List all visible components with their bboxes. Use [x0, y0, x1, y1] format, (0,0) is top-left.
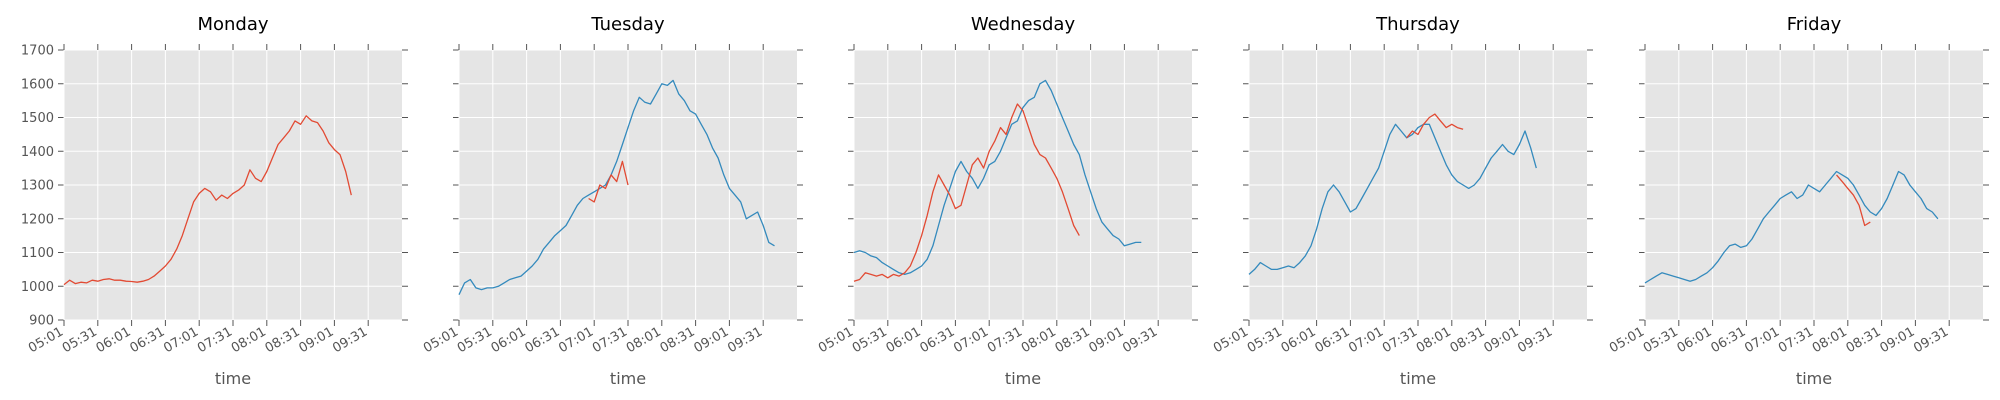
- x-tick-label: 06:01: [884, 324, 924, 356]
- panel-title: Wednesday: [971, 14, 1076, 35]
- series-line-blue: [458, 79, 775, 295]
- x-tick-label: 08:01: [1810, 324, 1850, 356]
- x-tick-label: 07:01: [951, 324, 991, 356]
- panel-monday: 900 1000 1100 1200 1300 1400 1500 1600 1700 05:01…: [21, 14, 408, 388]
- x-axis-label: time: [1005, 369, 1041, 388]
- x-tick-label: 08:31: [1844, 324, 1884, 356]
- x-tick-label: 07:31: [1776, 324, 1816, 356]
- x-tick-label: 09:01: [1086, 324, 1126, 356]
- y-tick-label: 900: [29, 314, 54, 329]
- x-tick-label: 08:31: [1053, 324, 1093, 356]
- y-tick-label: 1600: [21, 77, 54, 92]
- series-line-red: [588, 160, 629, 203]
- x-tick-label: 08:01: [624, 324, 664, 356]
- y-tick-label: 1100: [21, 246, 54, 261]
- panel-friday: 05:0105:3106:0106:3107:0107:3108:0108:31…: [1607, 14, 1989, 388]
- x-tick-label: 05:31: [455, 324, 495, 356]
- y-tick-label: 1300: [21, 179, 54, 194]
- x-tick-label: 05:01: [1211, 324, 1251, 356]
- x-tick-label: 07:31: [985, 324, 1025, 356]
- x-tick-label: 08:01: [229, 324, 269, 356]
- x-tick-label: 06:01: [94, 324, 134, 356]
- panel-thursday: 05:0105:3106:0106:3107:0107:3108:0108:31…: [1211, 14, 1593, 388]
- x-tick-label: 06:31: [1312, 324, 1352, 356]
- series-line-blue: [1644, 170, 1939, 284]
- x-tick-label: 05:01: [1607, 324, 1647, 356]
- x-tick-label: 07:31: [195, 324, 235, 356]
- x-axis-label: time: [1400, 369, 1436, 388]
- x-tick-label: 07:01: [1742, 324, 1782, 356]
- x-tick-label: 09:31: [1515, 324, 1555, 356]
- panel-title: Friday: [1787, 14, 1842, 35]
- x-tick-label: 07:01: [1346, 324, 1386, 356]
- x-axis-label: time: [215, 369, 251, 388]
- x-tick-label: 08:31: [658, 324, 698, 356]
- x-tick-label: 05:01: [421, 324, 461, 356]
- x-tick-label: 07:01: [161, 324, 201, 356]
- panel-tuesday: 05:0105:3106:0106:3107:0107:3108:0108:31…: [421, 14, 803, 388]
- x-axis-label: time: [610, 369, 646, 388]
- series-line-red: [853, 103, 1080, 282]
- y-tick-label: 1000: [21, 280, 54, 295]
- series-line-red: [63, 115, 352, 286]
- x-tick-label: 09:01: [1877, 324, 1917, 356]
- x-tick-label: 05:31: [1641, 324, 1681, 356]
- x-tick-label: 08:31: [1448, 324, 1488, 356]
- x-tick-label: 06:31: [127, 324, 167, 356]
- y-tick-label: 1500: [21, 111, 54, 126]
- x-tick-label: 06:01: [489, 324, 529, 356]
- x-tick-label: 08:01: [1414, 324, 1454, 356]
- x-tick-label: 05:31: [850, 324, 890, 356]
- x-tick-label: 07:31: [1380, 324, 1420, 356]
- y-tick-label: 1700: [21, 44, 54, 59]
- x-tick-label: 08:31: [263, 324, 303, 356]
- panel-wednesday: 05:0105:3106:0106:3107:0107:3108:0108:31…: [816, 14, 1198, 388]
- series-line-blue: [1248, 123, 1537, 275]
- x-tick-label: 06:01: [1279, 324, 1319, 356]
- y-tick-label: 1200: [21, 212, 54, 227]
- x-tick-label: 09:01: [296, 324, 336, 356]
- x-tick-label: 06:31: [917, 324, 957, 356]
- x-tick-label: 09:31: [330, 324, 370, 356]
- x-tick-label: 09:31: [725, 324, 765, 356]
- x-tick-label: 08:01: [1019, 324, 1059, 356]
- series-line-red: [1836, 174, 1871, 227]
- x-tick-label: 07:31: [590, 324, 630, 356]
- series-line-blue: [853, 79, 1142, 276]
- x-tick-label: 06:31: [522, 324, 562, 356]
- panel-title: Tuesday: [590, 14, 665, 35]
- x-tick-label: 09:31: [1911, 324, 1951, 356]
- x-tick-label: 09:01: [1481, 324, 1521, 356]
- x-tick-label: 06:01: [1675, 324, 1715, 356]
- x-tick-label: 05:01: [26, 324, 66, 356]
- x-tick-label: 09:01: [691, 324, 731, 356]
- x-tick-label: 09:31: [1120, 324, 1160, 356]
- x-tick-label: 05:01: [816, 324, 856, 356]
- panel-title: Monday: [197, 14, 268, 35]
- x-tick-label: 07:01: [556, 324, 596, 356]
- y-tick-label: 1400: [21, 145, 54, 160]
- panel-title: Thursday: [1375, 14, 1460, 35]
- series-line-red: [1406, 113, 1464, 139]
- x-tick-label: 05:31: [60, 324, 100, 356]
- x-tick-label: 06:31: [1708, 324, 1748, 356]
- x-tick-label: 05:31: [1245, 324, 1285, 356]
- x-axis-label: time: [1796, 369, 1832, 388]
